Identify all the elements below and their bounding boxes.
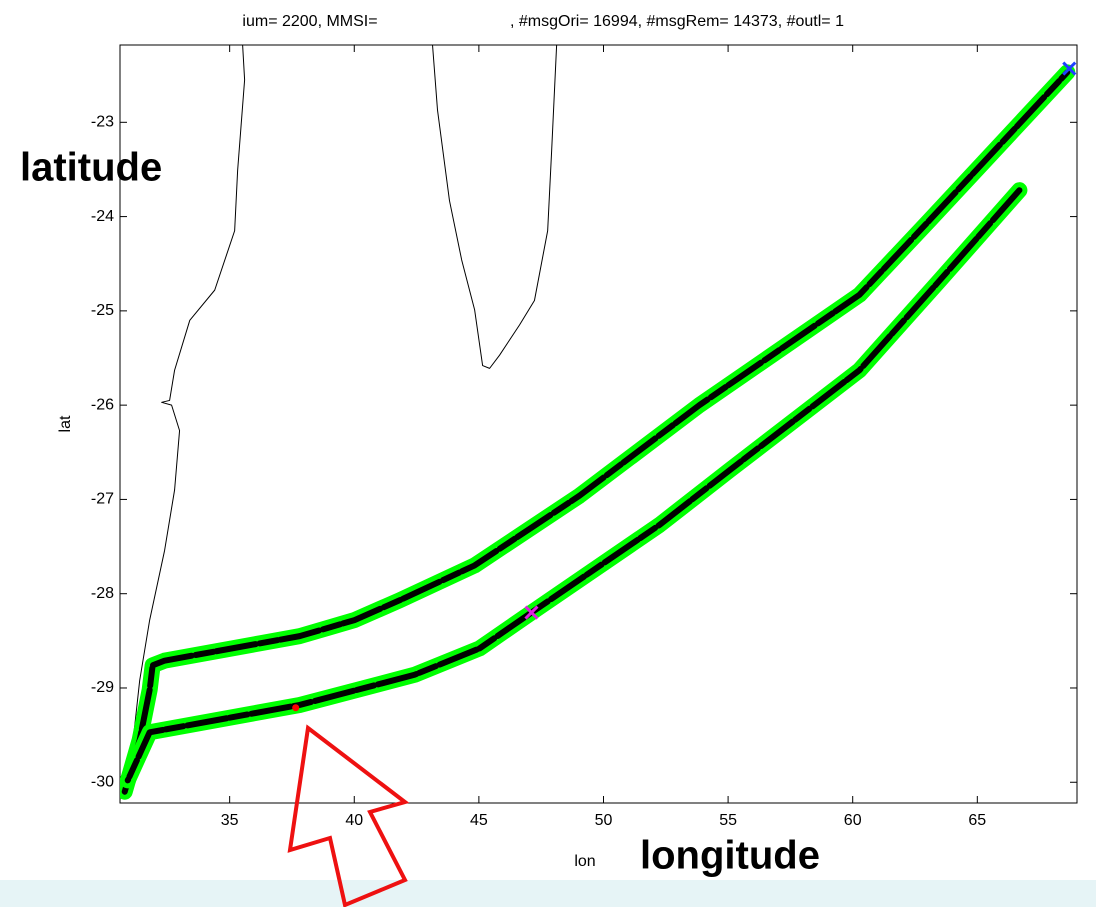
x-axis-label: lon [574,853,595,870]
y-tick-label: -25 [91,302,114,319]
x-tick-label: 60 [844,812,862,829]
coastline [432,45,558,369]
x-tick-label: 40 [345,812,363,829]
y-axis-label: lat [57,415,74,432]
x-tick-label: 35 [221,812,239,829]
y-tick-label: -27 [91,491,114,508]
chart-title: ium= 2200, MMSI= [242,13,377,30]
x-tick-label: 65 [968,812,986,829]
bottom-band [0,880,1096,907]
marker [1062,61,1077,76]
arrow [287,724,410,907]
series-group [120,45,1077,800]
marker [524,605,539,620]
coastline [127,45,246,791]
annotation: latitude [20,146,162,190]
x-tick-label: 45 [470,812,488,829]
plot-area [119,44,1078,804]
y-tick-label: -29 [91,679,114,696]
x-tick-label: 50 [595,812,613,829]
chart-title: , #msgOri= 16994, #msgRem= 14373, #outl=… [510,13,844,30]
annotation: longitude [640,834,820,878]
plot: 35 40 45 50 55 60 65 -23 -24 -25 -26 -27 -28 -29 -30 [91,45,1077,829]
track-line [121,69,1071,795]
y-tick-label: -23 [91,114,114,131]
y-tick-label: -28 [91,585,114,602]
y-tick-label: -30 [91,773,114,790]
y-tick-label: -24 [91,208,114,225]
marker [292,704,300,712]
y-tick-label: -26 [91,396,114,413]
x-tick-label: 55 [719,812,737,829]
